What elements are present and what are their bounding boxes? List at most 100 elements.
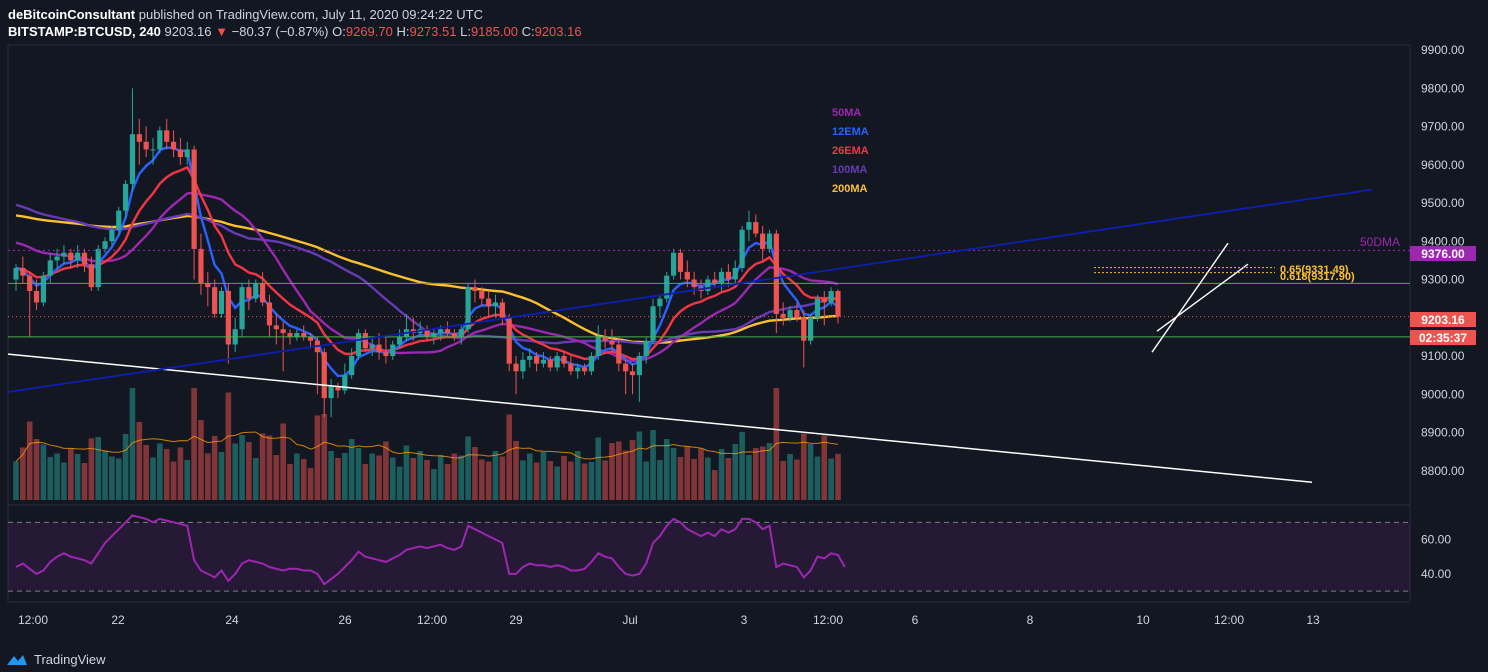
volume-bar — [766, 443, 773, 500]
candle — [164, 118, 170, 150]
volume-bar — [835, 453, 841, 500]
time-axis[interactable]: 12:00 22 24 26 12:00 29 Jul 3 12:00 6 8 10 12:00 13 — [18, 613, 1320, 627]
volume-bar — [33, 439, 40, 500]
open-value: 9269.70 — [345, 24, 393, 39]
price-tick: 9800.00 — [1421, 81, 1465, 95]
volume-bar — [143, 445, 149, 500]
volume-bar — [191, 388, 197, 500]
candle-body — [225, 290, 231, 345]
volume-bar — [211, 436, 218, 500]
candle — [835, 289, 841, 324]
candle — [609, 329, 615, 353]
volume-bar — [821, 435, 828, 500]
candle — [506, 313, 512, 372]
candle-body — [68, 252, 74, 261]
candle — [739, 225, 745, 272]
volume-bar — [266, 435, 273, 500]
candle-body — [773, 233, 779, 314]
volume-bar — [780, 461, 786, 500]
volume-bar — [20, 447, 26, 500]
time-tick: 10 — [1136, 613, 1150, 627]
close-value: 9203.16 — [534, 24, 582, 39]
candle-body — [218, 290, 225, 314]
candle — [116, 206, 122, 234]
price-tick: 9600.00 — [1421, 158, 1465, 172]
candle — [246, 279, 252, 311]
price-tick: 8800.00 — [1421, 464, 1465, 478]
time-tick: 26 — [338, 613, 352, 627]
candle-body — [575, 367, 581, 372]
candle — [629, 363, 636, 395]
candle — [20, 256, 26, 284]
volume-bar — [520, 460, 526, 500]
candle — [794, 302, 800, 322]
last-price: 9203.16 — [164, 24, 212, 39]
volume-bar — [403, 445, 410, 500]
candle — [383, 336, 389, 364]
volume-bar — [287, 464, 293, 500]
volume-bar — [376, 455, 382, 500]
volume-bar — [465, 436, 471, 500]
candle — [718, 268, 725, 291]
legend-item: 50MA — [832, 107, 861, 119]
fib-0618-label: 0.618(9317.90) — [1280, 271, 1355, 283]
price-axis[interactable]: 9900.00 9800.00 9700.00 9600.00 9500.00 9400.… — [1421, 43, 1465, 581]
volume-bar — [800, 433, 807, 500]
footer-brand[interactable]: TradingView — [6, 652, 106, 667]
volume-bar — [485, 461, 492, 500]
volume-bar — [739, 432, 745, 500]
volume-bar — [705, 457, 711, 500]
candle-body — [486, 298, 492, 307]
candle-body — [677, 252, 684, 272]
candle-body — [438, 329, 444, 334]
plot-border — [7, 44, 1411, 603]
symbol-label[interactable]: BITSTAMP:BTCUSD, 240 — [8, 24, 161, 39]
candle — [232, 317, 238, 353]
legend-item: 200MA — [832, 183, 868, 195]
candle — [801, 310, 807, 368]
candle — [40, 271, 46, 307]
candle — [458, 325, 464, 345]
price-tick: 9400.00 — [1421, 234, 1465, 248]
chart-header: deBitcoinConsultant published on Trading… — [8, 6, 582, 40]
volume-bar — [355, 448, 362, 500]
candle-body — [821, 298, 827, 303]
brand-name: TradingView — [34, 652, 106, 667]
candle-body — [88, 264, 94, 288]
candle — [513, 356, 519, 395]
candle — [499, 298, 505, 326]
volume-bar — [581, 463, 588, 500]
candle — [732, 260, 738, 284]
publisher-name[interactable]: deBitcoinConsultant — [8, 7, 136, 22]
candle-body — [616, 344, 622, 364]
candle — [540, 352, 547, 368]
candle-body — [123, 183, 129, 211]
candle-body — [136, 134, 142, 142]
candle — [239, 283, 245, 337]
low-label: L: — [460, 24, 471, 39]
candle-body — [342, 375, 348, 391]
candle — [486, 290, 492, 318]
volume-bar — [239, 435, 245, 500]
candle — [390, 340, 396, 360]
candle — [705, 275, 711, 295]
candle — [27, 271, 33, 337]
candle — [157, 126, 163, 154]
time-tick: 3 — [741, 613, 748, 627]
candle-body — [794, 310, 800, 318]
volume-bar — [273, 455, 280, 500]
trendlines[interactable] — [7, 188, 1410, 483]
volume-bar — [13, 461, 19, 500]
candle-body — [479, 290, 485, 299]
legend-item: 100MA — [832, 164, 868, 176]
candle-body — [253, 283, 259, 299]
candle — [143, 126, 149, 158]
candle-body — [33, 290, 40, 303]
candlesticks[interactable] — [13, 88, 841, 418]
candle-body — [266, 302, 273, 326]
volume-bar — [533, 462, 540, 500]
ma50-price-tag — [1410, 246, 1476, 261]
candle-body — [671, 252, 677, 276]
candle — [260, 271, 266, 307]
